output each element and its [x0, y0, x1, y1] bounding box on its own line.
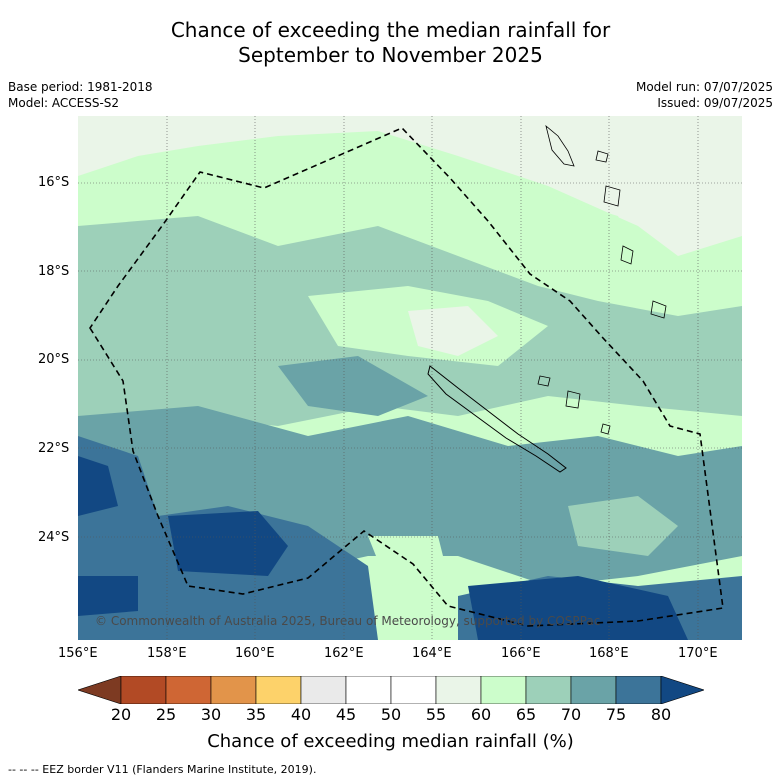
colorbar-cell	[120, 676, 167, 704]
colorbar-tick-label: 40	[290, 705, 312, 724]
lat-label-24s: 24°S	[38, 530, 70, 545]
lon-label-164e: 164°E	[412, 646, 452, 661]
meta-left: Base period: 1981-2018 Model: ACCESS-S2	[8, 79, 153, 111]
colorbar-extend-low	[78, 676, 122, 704]
colorbar-tick-label: 70	[560, 705, 582, 724]
colorbar-cell	[615, 676, 662, 704]
colorbar-cell	[570, 676, 617, 704]
colorbar-cell	[390, 676, 437, 704]
colorbar-tick-label: 30	[200, 705, 222, 724]
colorbar-cell	[300, 676, 347, 704]
model-run: Model run: 07/07/2025	[635, 80, 773, 94]
zone-55-60-centre	[408, 306, 498, 356]
title-line-2: September to November 2025	[238, 43, 543, 67]
lat-label-22s: 22°S	[38, 441, 70, 456]
lon-label-160e: 160°E	[235, 646, 275, 661]
colorbar-tick-label: 80	[650, 705, 672, 724]
colorbar-tick-label: 25	[155, 705, 177, 724]
lon-label-158e: 158°E	[147, 646, 187, 661]
lat-label-16s: 16°S	[38, 175, 70, 190]
meta-right: Model run: 07/07/2025 Issued: 09/07/2025	[636, 79, 773, 111]
colorbar-cell	[255, 676, 302, 704]
rainfall-map	[78, 116, 742, 640]
zone-80-west	[78, 456, 118, 516]
lon-label-156e: 156°E	[58, 646, 98, 661]
issued-date: Issued: 09/07/2025	[657, 96, 773, 110]
colorbar-cell	[435, 676, 482, 704]
vanuatu-island-3	[603, 185, 621, 207]
colorbar-cell	[165, 676, 212, 704]
loyalty-island-2	[565, 390, 581, 409]
colorbar-tick-label: 60	[470, 705, 492, 724]
base-period: Base period: 1981-2018	[8, 80, 153, 94]
copyright-text: © Commonwealth of Australia 2025, Bureau…	[95, 614, 601, 628]
model-name: Model: ACCESS-S2	[8, 96, 120, 110]
colorbar-tick-label: 35	[245, 705, 267, 724]
new-caledonia-island	[427, 365, 567, 473]
zone-60-65-south	[368, 536, 448, 586]
zone-55-60-north	[78, 116, 742, 256]
lat-label-20s: 20°S	[38, 352, 70, 367]
zone-80-southwest-edge	[78, 576, 138, 616]
colorbar-extend-high	[660, 676, 704, 704]
colorbar-tick-label: 20	[110, 705, 132, 724]
zone-65-70-southeast	[568, 496, 678, 556]
colorbar	[78, 676, 704, 704]
lon-label-166e: 166°E	[501, 646, 541, 661]
eez-legend-note: -- -- -- EEZ border V11 (Flanders Marine…	[8, 763, 317, 776]
colorbar-cell	[345, 676, 392, 704]
map-title: Chance of exceeding the median rainfall …	[0, 18, 781, 68]
title-line-1: Chance of exceeding the median rainfall …	[170, 18, 611, 42]
loyalty-island-3	[600, 423, 611, 435]
lon-label-170e: 170°E	[678, 646, 718, 661]
lon-label-168e: 168°E	[589, 646, 629, 661]
zone-80-southwest	[168, 511, 288, 576]
loyalty-island-1	[537, 375, 551, 387]
colorbar-tick-label: 75	[605, 705, 627, 724]
vanuatu-island-north	[545, 124, 575, 167]
colorbar-cell	[210, 676, 257, 704]
eez-border	[89, 127, 724, 627]
colorbar-cell	[480, 676, 527, 704]
colorbar-tick-label: 50	[380, 705, 402, 724]
vanuatu-island-4	[620, 245, 634, 265]
lat-label-18s: 18°S	[38, 264, 70, 279]
lon-label-162e: 162°E	[324, 646, 364, 661]
colorbar-tick-label: 65	[515, 705, 537, 724]
zone-60-65-north	[138, 141, 638, 256]
colorbar-cell	[525, 676, 572, 704]
colorbar-tick-label: 55	[425, 705, 447, 724]
colorbar-title: Chance of exceeding median rainfall (%)	[207, 731, 574, 752]
vanuatu-island-2	[595, 150, 609, 163]
zone-70-75-centre	[278, 356, 428, 416]
vanuatu-island-5	[650, 300, 667, 319]
colorbar-tick-label: 45	[335, 705, 357, 724]
